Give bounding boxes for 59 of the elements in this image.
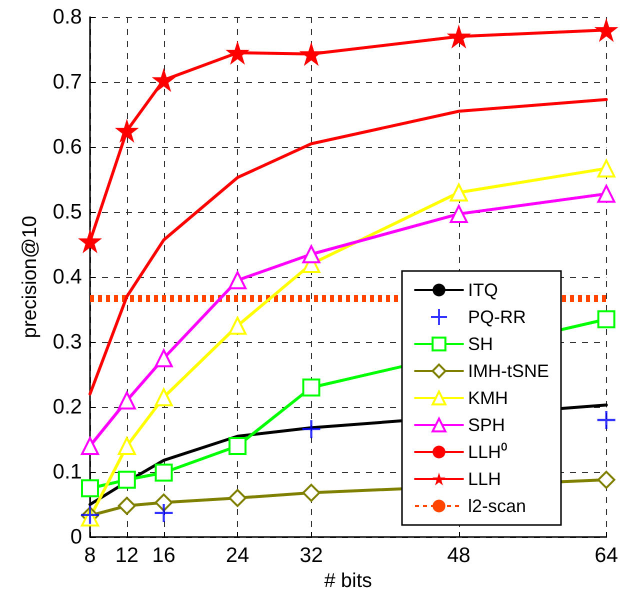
point	[299, 42, 324, 66]
x-tick-label: 16	[152, 544, 176, 567]
point	[302, 378, 320, 396]
x-axis-title: # bits	[324, 570, 372, 592]
point	[226, 40, 250, 65]
x-tick-label: 12	[115, 544, 139, 567]
y-tick-label: 0.3	[52, 330, 82, 354]
legend-label: SPH	[468, 415, 506, 435]
y-tick-label: 0	[70, 526, 82, 548]
point	[81, 479, 99, 498]
y-tick-label: 0.6	[52, 136, 82, 158]
point	[118, 392, 136, 410]
point	[302, 420, 320, 438]
y-tick-label: 0.7	[52, 70, 82, 94]
point	[597, 310, 616, 328]
y-tick-label: 0.2	[52, 396, 82, 418]
point	[152, 68, 176, 92]
point	[302, 484, 320, 502]
y-tick-label: 0.1	[52, 460, 82, 484]
point	[114, 118, 139, 143]
point	[154, 388, 173, 406]
y-tick-label: 0.5	[52, 200, 82, 224]
y-axis-title: precision@10	[19, 216, 41, 338]
x-tick-label: 48	[447, 544, 470, 567]
point	[597, 411, 616, 429]
point	[78, 229, 102, 254]
y-tick-label: 0.8	[52, 6, 82, 28]
y-tick-label: 0.4	[52, 266, 82, 288]
point	[446, 24, 471, 48]
point	[302, 245, 320, 264]
x-tick-label: 8	[84, 544, 96, 567]
point	[118, 470, 136, 489]
point	[154, 349, 173, 368]
point	[118, 496, 136, 515]
point	[597, 470, 616, 489]
legend-label: KMH	[468, 388, 508, 408]
legend-label: SH	[468, 334, 494, 354]
point	[228, 271, 247, 290]
point	[597, 184, 616, 203]
legend-label: PQ-RR	[468, 307, 526, 327]
point	[594, 18, 618, 42]
legend-label: ITQ	[468, 280, 498, 300]
point	[450, 184, 468, 202]
legend-label: LLH⁰	[468, 442, 508, 462]
point	[597, 159, 616, 178]
legend-label: IMH-tSNE	[468, 361, 549, 381]
point	[228, 437, 247, 455]
point	[450, 204, 468, 223]
x-tick-label: 64	[594, 544, 618, 567]
legend-label: l2-scan	[468, 496, 526, 516]
point	[154, 504, 173, 522]
point	[118, 437, 136, 455]
point	[228, 489, 247, 507]
point	[81, 437, 99, 455]
point	[228, 316, 247, 335]
legend-label: LLH	[468, 469, 502, 489]
point	[154, 464, 173, 482]
x-tick-label: 24	[226, 544, 250, 567]
x-tick-label: 32	[300, 544, 323, 567]
